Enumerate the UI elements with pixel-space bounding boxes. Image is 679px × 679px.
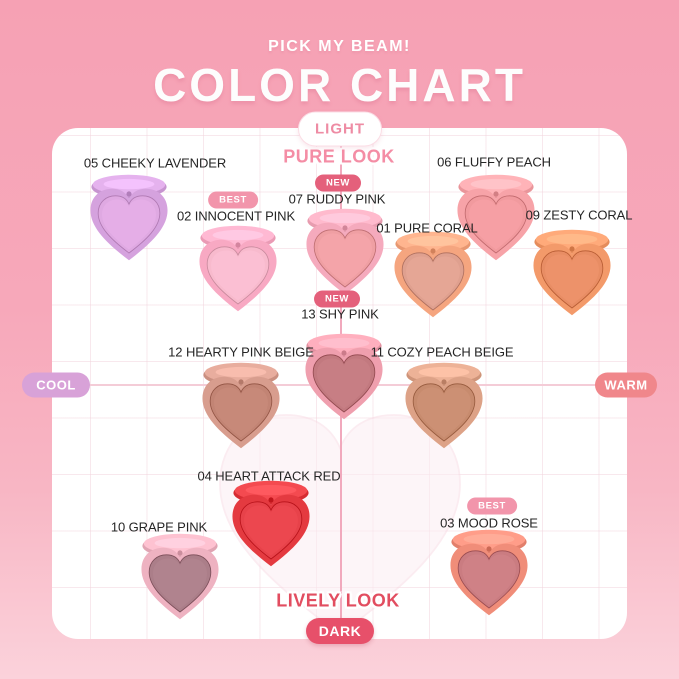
product-label-01-pure-coral: 01 PURE CORAL xyxy=(376,220,478,236)
best-badge-02-innocent-pink: BEST xyxy=(208,191,258,209)
new-badge-07-ruddy-pink: NEW xyxy=(315,174,361,192)
compact-07-ruddy-pink[interactable] xyxy=(298,204,392,298)
axis-pill-cool[interactable]: COOL xyxy=(22,372,90,398)
compact-10-grape-pink[interactable] xyxy=(133,529,227,623)
product-label-04-heart-attack-red: 04 HEART ATTACK RED xyxy=(197,468,341,484)
compact-05-cheeky-lavender[interactable] xyxy=(82,170,176,264)
product-label-07-ruddy-pink: 07 RUDDY PINK xyxy=(288,191,386,207)
compact-04-heart-attack-red[interactable] xyxy=(224,476,318,570)
axis-pill-light[interactable]: LIGHT xyxy=(298,111,382,147)
best-badge-03-mood-rose: BEST xyxy=(467,497,517,515)
product-label-10-grape-pink: 10 GRAPE PINK xyxy=(110,519,208,535)
product-label-06-fluffy-peach: 06 FLUFFY PEACH xyxy=(437,154,551,170)
product-label-03-mood-rose: 03 MOOD ROSE xyxy=(440,515,538,531)
page-title: COLOR CHART xyxy=(153,59,526,111)
product-label-11-cozy-peach-beige: 11 COZY PEACH BEIGE xyxy=(370,344,514,360)
product-label-09-zesty-coral: 09 ZESTY CORAL xyxy=(525,207,633,223)
product-label-13-shy-pink: 13 SHY PINK xyxy=(301,306,379,322)
compact-13-shy-pink[interactable] xyxy=(297,329,391,423)
lively-look-label: LIVELY LOOK xyxy=(276,590,400,611)
compact-09-zesty-coral[interactable] xyxy=(525,225,619,319)
new-badge-13-shy-pink: NEW xyxy=(314,290,360,308)
axis-pill-dark[interactable]: DARK xyxy=(306,618,374,644)
product-label-02-innocent-pink: 02 INNOCENT PINK xyxy=(176,208,296,224)
compact-11-cozy-peach-beige[interactable] xyxy=(397,358,491,452)
product-label-05-cheeky-lavender: 05 CHEEKY LAVENDER xyxy=(83,155,227,171)
compact-02-innocent-pink[interactable] xyxy=(191,221,285,315)
product-label-12-hearty-pink-beige: 12 HEARTY PINK BEIGE xyxy=(168,344,314,360)
compact-03-mood-rose[interactable] xyxy=(442,525,536,619)
kicker-text: PICK MY BEAM! xyxy=(268,38,411,55)
axis-pill-warm[interactable]: WARM xyxy=(595,372,657,398)
pure-look-label: PURE LOOK xyxy=(283,146,395,167)
compact-06-fluffy-peach[interactable] xyxy=(449,170,543,264)
compact-01-pure-coral[interactable] xyxy=(386,227,480,321)
compact-12-hearty-pink-beige[interactable] xyxy=(194,358,288,452)
